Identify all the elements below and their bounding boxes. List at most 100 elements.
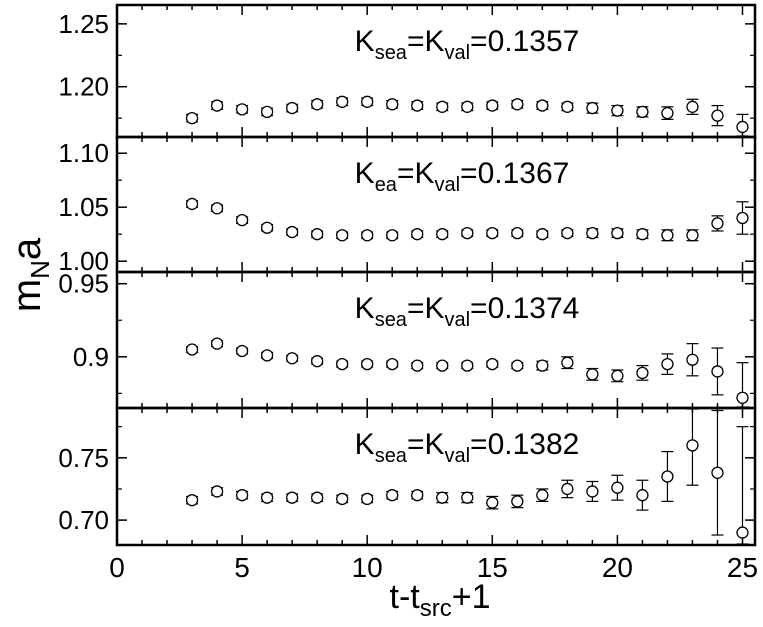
marker-circle [536,489,549,502]
marker-circle [285,101,299,115]
data-point [436,228,449,241]
data-point [686,343,699,377]
data-point [511,494,524,509]
marker-circle [361,357,374,371]
panel-label-part: K [355,428,375,461]
marker-circle [260,491,274,504]
panel-label-part: =0.1374 [470,292,579,325]
data-point [336,229,349,242]
data-point [235,214,249,227]
marker-circle [661,106,674,120]
marker-circle [235,344,249,358]
marker-circle [361,229,374,242]
marker-circle [260,349,274,362]
data-point [436,100,449,113]
x-tick-label: 0 [109,552,125,583]
data-point [511,226,524,240]
panel-label-part: =0.1367 [460,157,569,190]
marker-circle [711,365,724,378]
y-axis-label-main: m [5,279,49,312]
data-point [260,105,274,119]
y-tick-label: 0.75 [58,443,109,473]
marker-circle [185,111,199,125]
data-point [260,221,274,234]
data-point [561,100,574,113]
marker-circle [711,466,724,479]
marker-circle [436,228,449,241]
data-point [436,491,449,504]
marker-circle [611,104,624,117]
panel-label: Ksea=Kval=0.1382 [355,428,580,467]
panel-2: 1.00 1.05 1.10 Kea=Kval=0.1367 [58,135,757,276]
marker-circle [586,226,599,240]
data-point [235,103,249,116]
x-axis-label-suffix: +1 [452,578,491,616]
marker-circle [636,489,649,502]
marker-circle [611,369,624,382]
data-point [586,226,599,240]
data-point [311,355,324,368]
data-point [636,228,649,241]
marker-circle [511,226,524,240]
marker-circle [586,101,599,115]
marker-circle [586,485,599,498]
data-point [185,343,199,356]
data-point [210,99,224,112]
marker-circle [561,356,574,369]
data-point [486,226,499,240]
panel-label-part: =0.1382 [470,428,579,461]
data-point [661,229,674,242]
marker-circle [736,211,749,225]
marker-circle [361,492,374,506]
x-axis-label-sub: src [420,595,452,622]
data-point [536,359,549,372]
marker-circle [336,357,349,371]
marker-circle [686,353,699,366]
marker-circle [736,391,749,404]
data-point [686,98,699,115]
y-axis-label-suffix: a [5,237,49,260]
marker-circle [285,491,299,504]
marker-circle [461,226,474,240]
marker-circle [636,366,649,380]
x-tick-label: 5 [234,552,250,583]
marker-circle [611,226,624,240]
x-tick-label: 15 [477,552,508,583]
data-point [636,479,649,511]
marker-circle [536,228,549,241]
panel-label-part: =K [397,157,435,190]
data-point [586,480,599,503]
data-point [561,479,574,499]
y-tick-label: 1.20 [58,72,109,102]
panel-label-part: sea [375,445,408,467]
data-point [336,95,349,108]
data-point [411,489,424,502]
marker-circle [486,226,499,240]
marker-circle [386,98,399,111]
y-axis-label-sub: N [25,260,55,279]
marker-circle [336,95,349,108]
marker-circle [736,120,749,134]
panel-label: Ksea=Kval=0.1357 [355,25,580,64]
marker-circle [285,352,299,365]
panel-label-part: val [434,174,460,196]
data-point [210,202,224,215]
data-point [361,492,374,506]
marker-circle [235,489,249,502]
marker-circle [486,99,499,112]
marker-circle [686,439,699,452]
panel-frame [115,406,757,547]
marker-circle [736,526,749,539]
marker-circle [711,109,724,122]
data-point [285,101,299,115]
data-point [336,492,349,506]
marker-circle [386,357,399,371]
marker-circle [686,100,699,113]
data-point [611,226,624,240]
data-point [736,201,749,235]
data-point [386,229,399,242]
marker-circle [235,103,249,116]
x-axis-label: t-tsrc+1 [390,578,491,622]
marker-circle [311,98,324,111]
